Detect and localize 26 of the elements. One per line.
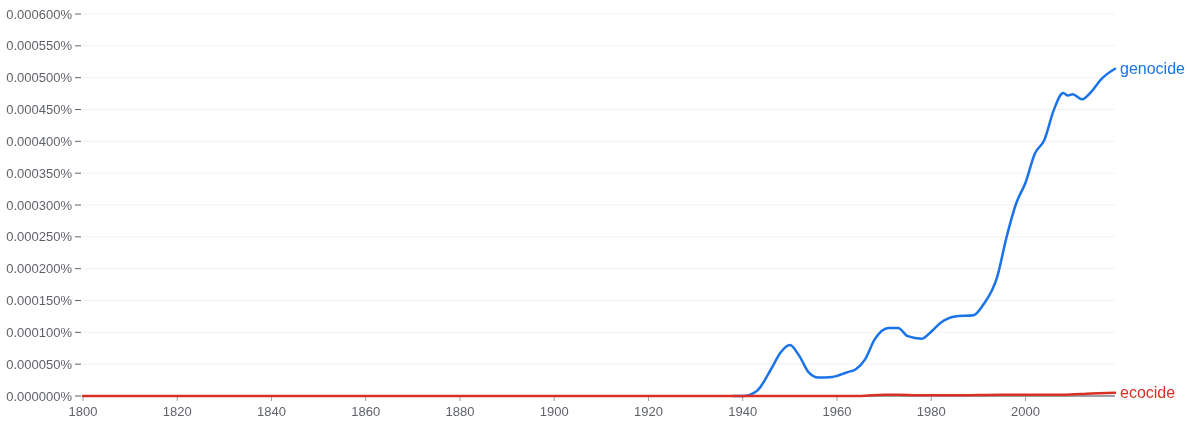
x-tick-label: 1860: [351, 404, 381, 419]
y-tick-label: 0.000150%: [6, 293, 73, 309]
x-tick-label: 1960: [822, 404, 852, 419]
x-tick-label: 1840: [257, 404, 286, 419]
y-tick-label: 0.000500%: [6, 70, 73, 86]
y-tick-label: 0.000400%: [6, 133, 73, 149]
y-tick-label: 0.000350%: [6, 165, 73, 181]
x-tick-label: 1820: [162, 404, 192, 419]
y-tick-label: 0.000300%: [6, 197, 73, 213]
x-tick-label: 2000: [1011, 404, 1040, 419]
x-tick-label: 1800: [68, 404, 98, 419]
y-tick-label: 0.000200%: [6, 261, 73, 277]
y-tick-label: 0.000050%: [6, 356, 73, 372]
x-tick-label: 1920: [634, 404, 663, 419]
x-tick-label: 1880: [445, 404, 475, 419]
series-label: genocide: [1120, 60, 1186, 78]
series-label: ecocide: [1120, 384, 1176, 402]
x-tick-label: 1940: [728, 404, 758, 419]
y-tick-label: 0.000000%: [6, 388, 73, 404]
y-tick-label: 0.000550%: [6, 38, 73, 54]
x-tick-label: 1900: [539, 404, 569, 419]
y-tick-label: 0.000250%: [6, 229, 73, 245]
y-tick-label: 0.000100%: [6, 324, 73, 340]
y-tick-label: 0.000450%: [6, 102, 73, 118]
y-tick-label: 0.000600%: [6, 6, 73, 22]
x-tick-label: 1980: [916, 404, 946, 419]
